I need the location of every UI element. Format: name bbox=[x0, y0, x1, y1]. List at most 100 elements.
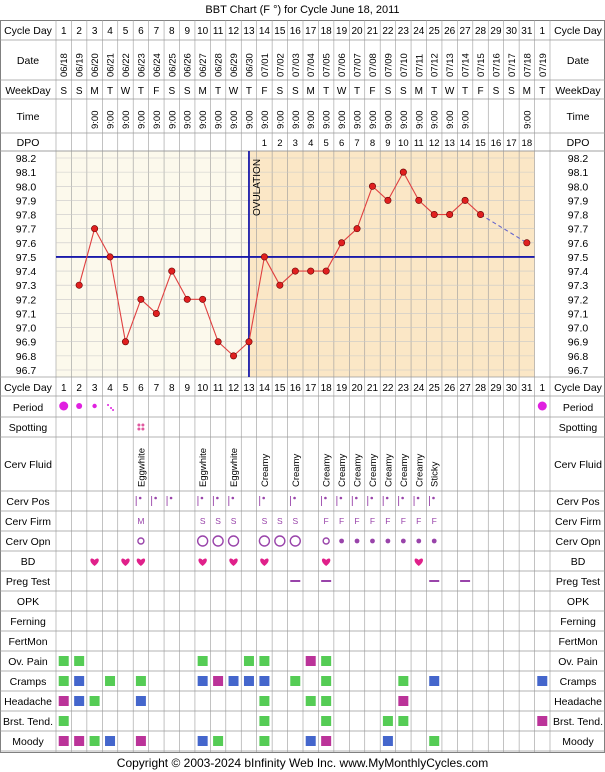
weekday-cell: T bbox=[107, 86, 113, 97]
dpo-label-left: DPO bbox=[17, 137, 40, 149]
weekday-cell: M bbox=[198, 86, 206, 97]
cycle-day-number-bottom: 28 bbox=[475, 383, 487, 394]
weekday-cell: M bbox=[415, 86, 423, 97]
symptom-label-left: Headache bbox=[4, 696, 52, 708]
date-cell: 07/12 bbox=[430, 53, 441, 77]
weekday-cell: S bbox=[508, 86, 515, 97]
cerv-firm-cell: S bbox=[292, 516, 298, 526]
spotting-dot bbox=[137, 427, 141, 431]
temp-tick-left: 97.2 bbox=[16, 294, 37, 306]
temp-tick-left: 97.5 bbox=[16, 252, 37, 264]
symptom-square bbox=[135, 696, 146, 706]
temp-segment bbox=[124, 299, 142, 342]
symptom-square bbox=[259, 716, 270, 726]
symptom-square bbox=[105, 736, 116, 746]
symptom-label-right: Cramps bbox=[560, 676, 597, 688]
period-dot bbox=[59, 401, 69, 411]
symptom-square bbox=[58, 716, 69, 726]
time-cell: 9:00 bbox=[183, 111, 194, 130]
temp-segment bbox=[202, 299, 219, 342]
symptom-square bbox=[135, 676, 146, 686]
period-dot bbox=[92, 403, 97, 409]
cerv-firm-cell: F bbox=[401, 516, 406, 526]
symptom-label-left: Spotting bbox=[9, 422, 48, 434]
cycle-day-number-bottom: 12 bbox=[228, 383, 240, 394]
symptom-square bbox=[321, 696, 332, 706]
cycle-day-number-bottom: 5 bbox=[123, 383, 129, 394]
cycle-day-number: 19 bbox=[336, 26, 348, 37]
cerv-firm-cell: F bbox=[432, 516, 437, 526]
cerv-opn-closed bbox=[416, 538, 422, 544]
cycle-day-number: 29 bbox=[490, 26, 502, 37]
cycle-day-number-bottom: 3 bbox=[92, 383, 98, 394]
symptom-square bbox=[74, 736, 85, 746]
dpo-cell: 7 bbox=[354, 138, 359, 149]
cycle-day-number-bottom: 16 bbox=[290, 383, 302, 394]
temp-point bbox=[338, 239, 346, 247]
cerv-firm-cell: S bbox=[262, 516, 268, 526]
date-cell: 07/11 bbox=[414, 54, 425, 77]
date-label-right: Date bbox=[567, 55, 589, 67]
temp-point bbox=[477, 211, 485, 219]
time-cell: 9:00 bbox=[461, 111, 472, 130]
cerv-firm-cell: F bbox=[416, 516, 421, 526]
temp-segment bbox=[94, 228, 111, 258]
symptom-label-right: Spotting bbox=[559, 422, 598, 434]
weekday-cell: S bbox=[493, 86, 500, 97]
dpo-cell: 14 bbox=[460, 138, 471, 149]
cerv-firm-cell: F bbox=[354, 516, 359, 526]
temp-segment bbox=[109, 256, 127, 342]
weekday-cell: S bbox=[60, 86, 67, 97]
temp-point bbox=[446, 211, 454, 219]
cycle-day-number-bottom: 17 bbox=[305, 383, 317, 394]
temp-point bbox=[121, 338, 129, 346]
date-cell: 07/15 bbox=[476, 53, 487, 77]
dpo-cell: 9 bbox=[385, 138, 390, 149]
cerv-pos-dot bbox=[324, 496, 327, 500]
symptom-square bbox=[74, 656, 85, 666]
cycle-day-number-bottom: 7 bbox=[154, 383, 160, 394]
date-cell: 06/26 bbox=[183, 53, 194, 77]
cycle-day-number-bottom: 1 bbox=[61, 383, 67, 394]
cycle-day-number: 7 bbox=[154, 26, 160, 37]
bd-heart-icon bbox=[136, 558, 146, 566]
weekday-cell: T bbox=[462, 86, 468, 97]
symptom-square bbox=[243, 656, 254, 666]
temp-point bbox=[291, 267, 299, 275]
temp-tick-right: 96.9 bbox=[568, 337, 589, 349]
cerv-opn-open bbox=[289, 535, 301, 547]
cycle-day-number: 8 bbox=[169, 26, 175, 37]
period-dot bbox=[537, 401, 547, 411]
temp-point bbox=[75, 281, 83, 289]
weekday-cell: T bbox=[431, 86, 437, 97]
cerv-fluid-cell: Creamy bbox=[291, 453, 302, 487]
symptom-label-left: Brst. Tend. bbox=[3, 716, 53, 728]
symptom-label-left: BD bbox=[21, 556, 36, 568]
date-cell: 07/01 bbox=[260, 53, 271, 77]
temp-point bbox=[384, 196, 392, 204]
temp-tick-left: 97.0 bbox=[16, 323, 37, 335]
dpo-cell: 13 bbox=[444, 138, 455, 149]
symptom-label-right: Cerv Firm bbox=[555, 516, 601, 528]
cerv-firm-cell: F bbox=[324, 516, 329, 526]
chart-title: BBT Chart (F °) for Cycle June 18, 2011 bbox=[205, 4, 399, 16]
temp-point bbox=[91, 225, 99, 233]
cerv-opn-closed bbox=[354, 538, 360, 544]
temp-tick-left: 98.2 bbox=[16, 153, 37, 165]
date-cell: 07/16 bbox=[491, 53, 502, 77]
temp-tick-left: 98.0 bbox=[16, 181, 37, 193]
cerv-opn-open bbox=[274, 535, 286, 547]
symptom-label-left: Ferning bbox=[10, 616, 46, 628]
temp-tick-right: 98.1 bbox=[568, 167, 589, 179]
time-cell: 9:00 bbox=[522, 111, 533, 130]
weekday-cell: M bbox=[523, 86, 531, 97]
symptom-square bbox=[58, 656, 69, 666]
dpo-cell: 5 bbox=[324, 138, 329, 149]
spotting-dot bbox=[141, 423, 145, 427]
bd-heart-icon bbox=[198, 558, 207, 566]
dpo-cell: 1 bbox=[262, 138, 267, 149]
symptom-label-left: Cramps bbox=[10, 676, 47, 688]
cerv-pos-dot bbox=[401, 496, 404, 500]
symptom-label-left: Ov. Pain bbox=[8, 656, 48, 668]
time-cell: 9:00 bbox=[275, 111, 286, 130]
